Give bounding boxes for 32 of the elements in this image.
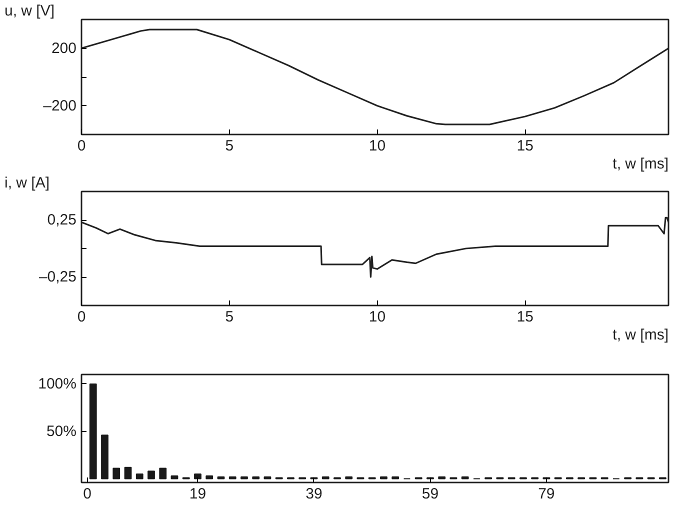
x-tick-label: 15	[516, 308, 534, 326]
x-tick-label: 0	[77, 308, 86, 326]
y-axis-title: u, w [V]	[4, 2, 55, 20]
x-tick-label: 10	[368, 308, 386, 326]
y-tick-label: –0,25	[38, 268, 77, 286]
y-tick-label: 200	[51, 40, 77, 57]
x-axis-title: t, w [ms]	[612, 156, 669, 172]
bar	[101, 434, 108, 480]
bar	[194, 473, 202, 480]
bar	[89, 383, 97, 480]
x-tick-label: 39	[306, 486, 322, 502]
x-axis-title: t, w [ms]	[612, 326, 669, 344]
x-tick-label: 19	[189, 486, 206, 502]
x-tick-label: 5	[225, 138, 234, 154]
y-tick-label: 0,25	[47, 212, 77, 228]
x-tick-label: 79	[538, 486, 555, 502]
y-tick-label: 50%	[46, 422, 77, 440]
x-tick-label: 0	[83, 486, 92, 502]
y-axis-title: i, w [A]	[4, 174, 50, 192]
bar	[136, 473, 144, 480]
bar	[148, 470, 155, 480]
x-tick-label: 0	[77, 138, 86, 154]
x-tick-label: 59	[422, 486, 439, 502]
y-tick-label: 100%	[38, 375, 77, 392]
bar	[159, 468, 167, 480]
x-tick-label: 10	[368, 138, 386, 154]
y-tick-label: –200	[43, 97, 77, 114]
x-tick-label: 15	[516, 138, 534, 154]
x-tick-label: 5	[225, 308, 234, 326]
bar	[206, 475, 214, 480]
bar	[112, 468, 120, 480]
bar	[124, 466, 132, 480]
